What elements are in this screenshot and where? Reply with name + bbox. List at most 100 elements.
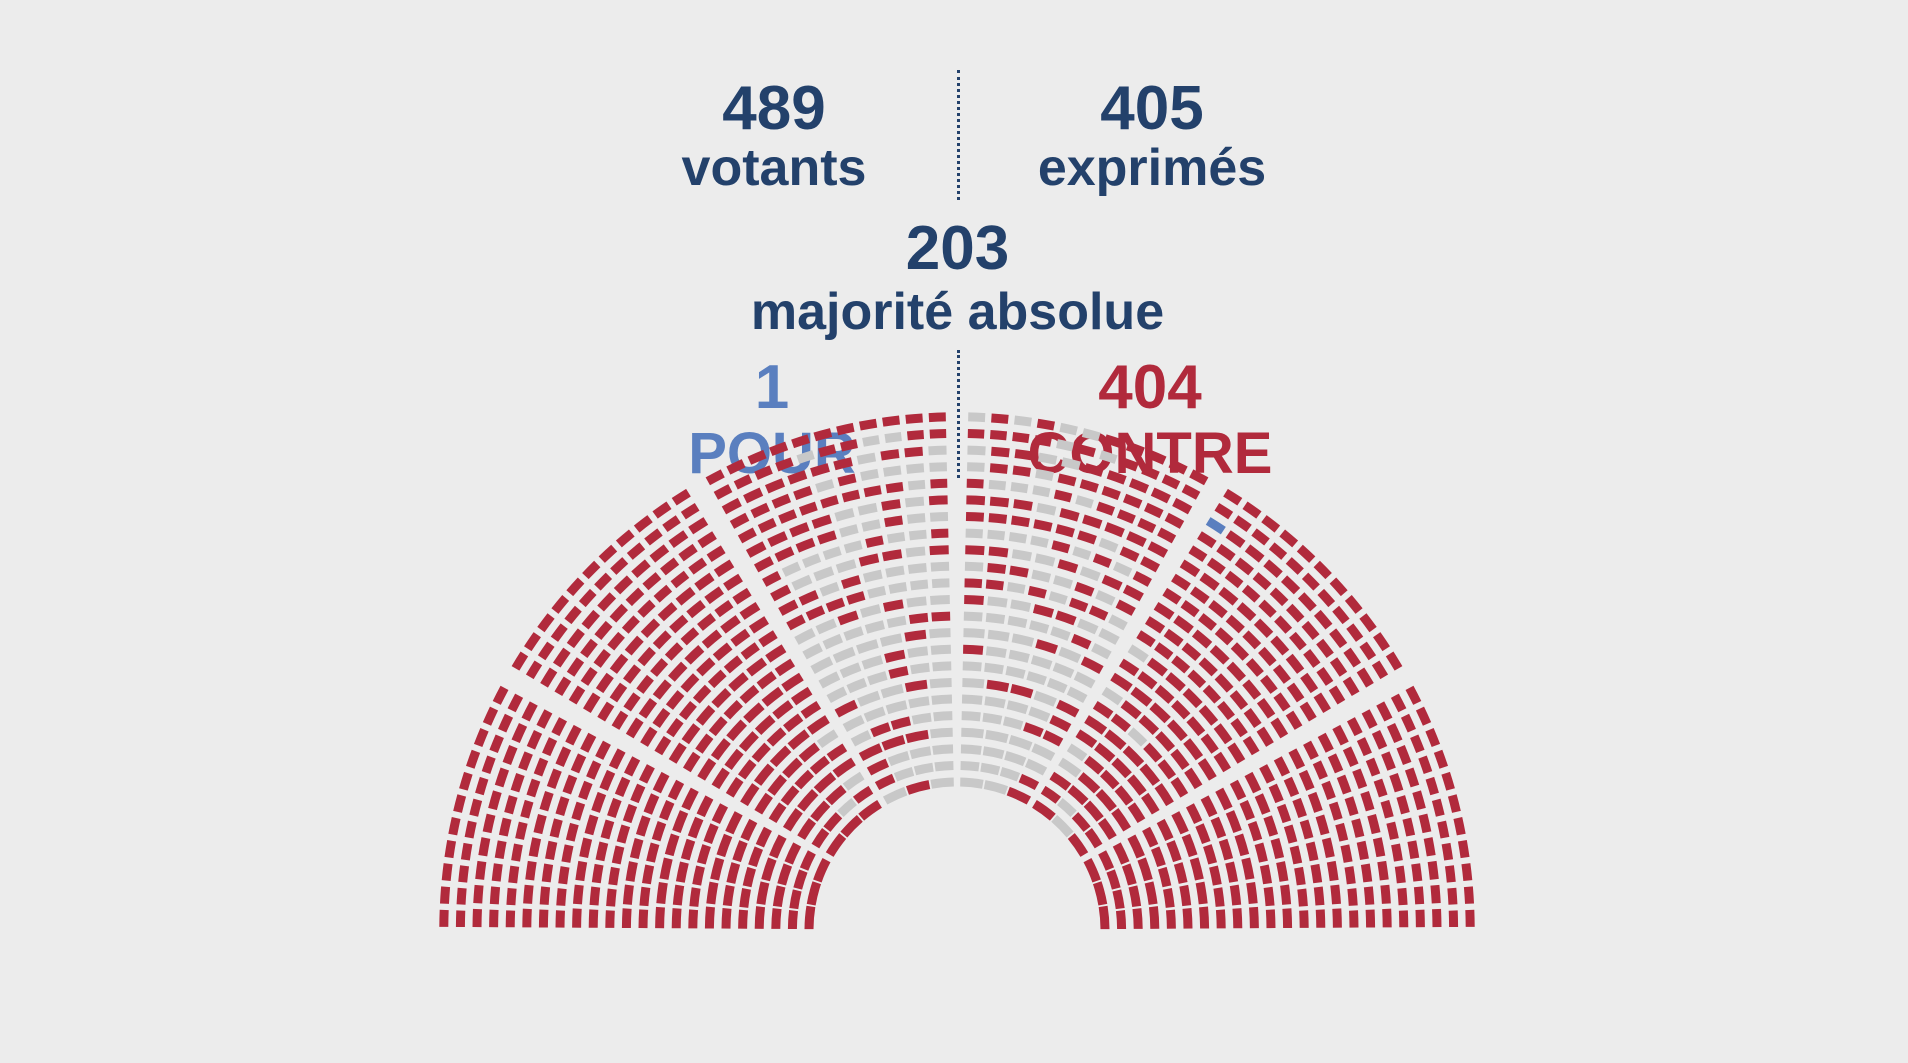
seat-contre: [769, 834, 787, 859]
seat-contre: [754, 465, 773, 480]
seat-empty: [961, 727, 985, 739]
seat-contre: [1097, 818, 1117, 840]
seat-contre: [609, 682, 628, 703]
seat-contre: [526, 778, 541, 798]
seat-contre: [905, 413, 923, 424]
seat-contre: [672, 810, 689, 833]
seat-empty: [908, 529, 927, 541]
seat-contre: [1365, 757, 1381, 777]
seat-empty: [791, 574, 813, 591]
seat-empty: [856, 452, 877, 465]
seat-contre: [475, 776, 489, 796]
seat-contre: [1171, 811, 1189, 835]
seat-contre: [706, 545, 726, 563]
seat-contre: [1146, 657, 1168, 677]
seat-contre: [639, 886, 651, 907]
seat-contre: [1068, 597, 1089, 613]
seat-contre: [756, 671, 777, 690]
seat-contre: [629, 837, 644, 860]
seat-contre: [1363, 886, 1375, 905]
seat-contre: [1297, 888, 1308, 907]
seat-empty: [911, 712, 932, 725]
seat-contre: [504, 795, 518, 815]
seat-empty: [961, 711, 981, 722]
seat-contre: [1282, 908, 1293, 929]
seat-contre: [1373, 778, 1388, 798]
seat-contre: [1053, 489, 1073, 503]
seat-contre: [1027, 585, 1047, 599]
seat-contre: [613, 575, 634, 595]
seat-contre: [1006, 786, 1032, 805]
seat-contre: [1184, 767, 1203, 790]
seat-contre: [1213, 887, 1225, 907]
seat-contre: [1270, 717, 1289, 739]
seat-contre: [670, 570, 690, 589]
seat-empty: [932, 661, 952, 672]
seat-empty: [1050, 626, 1071, 641]
seat-empty: [967, 462, 985, 472]
seat-empty: [1058, 757, 1082, 778]
seat-contre: [1244, 771, 1262, 794]
seat-contre: [825, 833, 847, 857]
seat-contre: [1241, 857, 1255, 880]
seat-contre: [754, 792, 773, 815]
seat-contre: [780, 785, 800, 806]
seat-contre: [885, 482, 904, 494]
seat-contre: [597, 592, 617, 612]
votants-count: 489: [722, 74, 826, 143]
seat-empty: [861, 519, 881, 532]
seat-contre: [782, 757, 803, 779]
seat-contre: [1252, 572, 1272, 591]
seat-contre: [1253, 618, 1274, 638]
seat-contre: [1088, 605, 1109, 621]
seat-contre: [481, 755, 496, 774]
seat-contre: [840, 575, 861, 589]
seat-contre: [1213, 751, 1232, 773]
seat-empty: [1031, 743, 1056, 762]
seat-contre: [695, 733, 714, 754]
seat-contre: [1139, 763, 1161, 786]
seat-empty: [1037, 452, 1058, 465]
seat-contre: [837, 610, 859, 626]
seat-empty: [1030, 655, 1053, 670]
seat-contre: [1198, 613, 1217, 631]
seat-contre: [1254, 842, 1268, 863]
seat-empty: [932, 744, 954, 755]
seat-empty: [1032, 485, 1051, 498]
seat-contre: [769, 441, 789, 456]
seat-contre: [858, 553, 880, 567]
seat-contre: [965, 545, 985, 556]
seat-empty: [815, 479, 835, 493]
seat-contre: [644, 528, 663, 546]
seat-contre: [756, 881, 770, 905]
seat-empty: [985, 612, 1006, 625]
seat-empty: [910, 579, 929, 591]
seat-contre: [1225, 861, 1239, 883]
seat-empty: [1079, 566, 1101, 582]
seat-contre: [518, 751, 533, 771]
seat-contre: [771, 908, 782, 929]
seat-contre: [555, 746, 572, 767]
seat-empty: [963, 611, 983, 622]
seat-contre: [771, 493, 792, 509]
seat-contre: [1342, 676, 1360, 697]
seat-contre: [1197, 758, 1217, 781]
seat-contre: [991, 413, 1009, 424]
seat-contre: [566, 657, 585, 677]
seat-contre: [732, 840, 748, 863]
seat-empty: [1127, 644, 1149, 663]
seat-empty: [835, 559, 857, 574]
bottom-divider: [957, 350, 960, 478]
seat-contre: [1162, 587, 1182, 605]
seat-empty: [1061, 457, 1081, 471]
seat-contre: [1269, 587, 1289, 607]
seat-contre: [606, 888, 617, 907]
seat-contre: [578, 780, 593, 800]
seat-contre: [1101, 574, 1123, 591]
seat-contre: [1285, 603, 1305, 623]
seat-contre: [1154, 684, 1175, 704]
seat-contre: [826, 743, 848, 762]
seat-contre: [1296, 544, 1316, 563]
seat-contre: [1298, 769, 1315, 791]
seat-contre: [625, 861, 638, 882]
